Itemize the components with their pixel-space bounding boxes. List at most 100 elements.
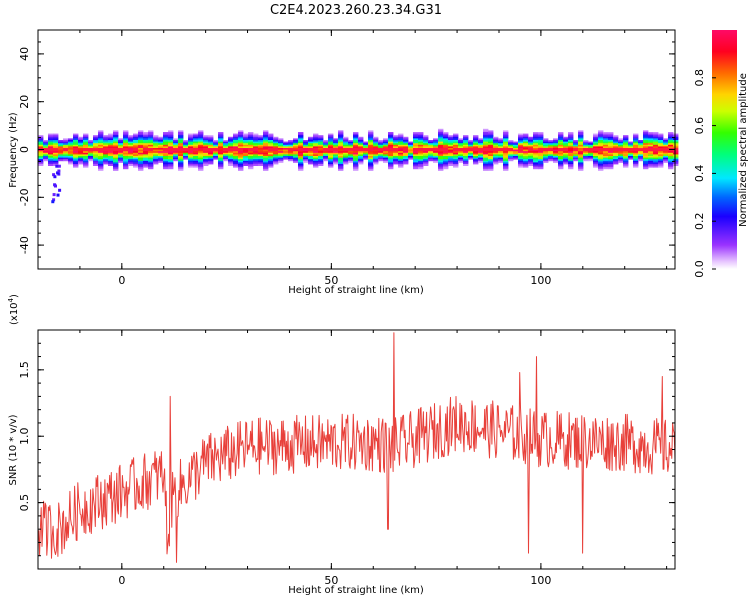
- spectrogram-cell: [318, 151, 324, 154]
- spectrogram-cell: [608, 140, 614, 142]
- spectrogram-cell: [218, 157, 224, 160]
- spectrogram-cell: [448, 135, 454, 138]
- spectrogram-cell: [83, 144, 89, 147]
- spectrogram-cell: [208, 146, 214, 149]
- spectrogram-cell: [218, 132, 224, 134]
- spectrogram-cell: [353, 141, 359, 144]
- spectrogram-cell: [188, 162, 194, 165]
- spectrogram-cell: [388, 154, 394, 157]
- spectrogram-cell: [568, 141, 574, 144]
- spectrogram-cell: [643, 157, 649, 160]
- spectrogram-cell: [463, 141, 469, 144]
- spectrogram-cell: [453, 162, 459, 165]
- spectrogram-cell: [418, 162, 424, 165]
- spectrogram-peak-cell: [433, 148, 438, 151]
- spectrogram-cell: [448, 148, 454, 150]
- spectrogram-cell: [283, 151, 289, 154]
- spectrogram-cell: [318, 138, 324, 141]
- spectrogram-cell: [418, 159, 424, 162]
- spectrogram-cell: [658, 154, 664, 157]
- spectrogram-cell: [443, 140, 449, 142]
- spectrogram-cell: [338, 165, 344, 168]
- spectrogram-cell: [243, 152, 249, 155]
- spectrogram-cell: [73, 146, 79, 149]
- spectrogram-cell: [473, 157, 479, 160]
- spectrogram-cell: [163, 165, 169, 168]
- spectrogram-cell: [283, 143, 289, 146]
- spectrogram-cell: [578, 133, 584, 136]
- spectrogram-cell: [533, 140, 539, 142]
- spectrogram-cell: [178, 135, 184, 138]
- spectrogram-cell: [333, 154, 339, 157]
- spectrogram-cell: [98, 136, 104, 139]
- spectrogram-cell: [188, 140, 194, 142]
- spectrogram-cell: [598, 135, 604, 138]
- spectrogram-cell: [538, 156, 544, 158]
- spectrogram-cell: [548, 146, 554, 149]
- spectrogram-cell: [233, 144, 239, 147]
- spectrogram-y-tick-label: -20: [18, 188, 31, 206]
- spectrogram-peak-cell: [358, 148, 363, 152]
- spectrogram-cell: [138, 164, 144, 166]
- spectrogram-cell: [263, 160, 269, 163]
- spectrogram-cell: [623, 140, 629, 142]
- spectrogram-cell: [623, 156, 629, 158]
- spectrogram-cell: [113, 165, 119, 168]
- spectrogram-cell: [283, 148, 289, 150]
- spectrogram-cell: [313, 165, 319, 168]
- spectrogram-cell: [208, 138, 214, 141]
- spectrogram-cell: [663, 144, 669, 147]
- spectrogram-cell: [528, 152, 534, 155]
- spectrogram-cell: [473, 156, 479, 158]
- colorbar-tick-label: 0.8: [693, 69, 706, 87]
- spectrogram-cell: [533, 138, 539, 141]
- spectrogram-cell: [248, 138, 254, 141]
- spectrogram-cell: [198, 149, 204, 152]
- spectrogram-peak-cell: [543, 147, 548, 151]
- spectrogram-cell: [493, 151, 499, 154]
- spectrogram-cell: [478, 156, 484, 158]
- spectrogram-cell: [353, 156, 359, 158]
- spectrogram-cell: [583, 141, 589, 144]
- spectrogram-cell: [353, 151, 359, 154]
- spectrogram-cell: [253, 133, 259, 136]
- spectrogram-cell: [123, 135, 129, 138]
- spectrogram-cell: [98, 135, 104, 138]
- spectrogram-peak-cell: [273, 148, 278, 151]
- spectrogram-cell: [158, 160, 164, 163]
- spectrogram-cell: [318, 144, 324, 147]
- spectrogram-cell: [443, 167, 449, 170]
- spectrogram-cell: [553, 141, 559, 144]
- spectrogram-cell: [288, 152, 294, 155]
- spectrogram-cell: [448, 154, 454, 157]
- spectrogram-cell: [128, 154, 134, 157]
- spectrogram-cell: [503, 168, 509, 171]
- spectrogram-cell: [673, 159, 679, 162]
- spectrogram-peak-cell: [308, 148, 313, 151]
- spectrogram-cell: [273, 141, 279, 144]
- spectrogram-cell: [208, 136, 214, 139]
- spectrogram-cell: [163, 135, 169, 138]
- spectrogram-cell: [258, 152, 264, 155]
- spectrogram-cell: [148, 133, 154, 136]
- spectrogram-cell: [328, 152, 334, 155]
- spectrogram-cell: [438, 141, 444, 144]
- spectrogram-cell: [238, 144, 244, 147]
- spectrogram-cell: [503, 162, 509, 165]
- spectrogram-cell: [483, 151, 489, 154]
- spectrogram-cell: [468, 156, 474, 158]
- spectrogram-cell: [218, 164, 224, 166]
- spectrogram-cell: [453, 152, 459, 155]
- spectrogram-cell: [58, 143, 64, 146]
- spectrogram-cell: [63, 141, 69, 144]
- spectrogram-cell: [93, 154, 99, 157]
- spectrogram-cell: [633, 141, 639, 144]
- spectrogram-cell: [98, 141, 104, 144]
- spectrogram-cell: [188, 135, 194, 138]
- spectrogram-cell: [518, 143, 524, 146]
- spectrogram-cell: [568, 151, 574, 154]
- spectrogram-cell: [598, 159, 604, 162]
- spectrogram-cell: [638, 156, 644, 158]
- spectrogram-cell: [88, 151, 94, 154]
- spectrogram-peak-cell: [313, 148, 318, 151]
